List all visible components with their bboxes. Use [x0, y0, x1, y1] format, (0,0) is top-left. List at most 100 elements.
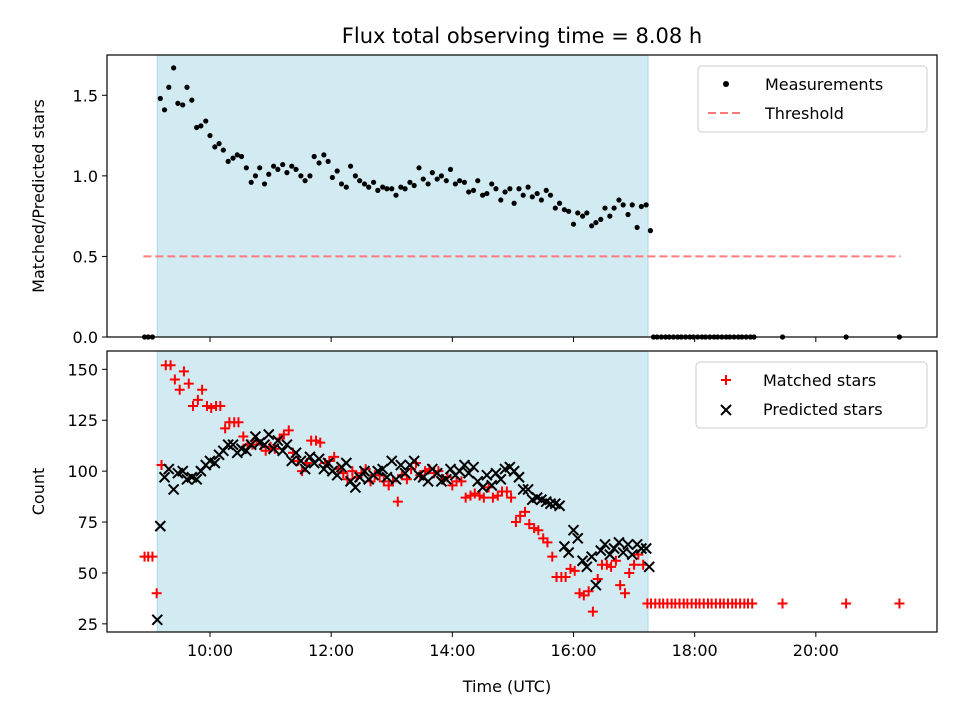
measurement-point: [298, 173, 304, 179]
measurement-point: [429, 170, 435, 176]
measurement-point: [443, 178, 449, 184]
measurement-point: [561, 207, 568, 213]
measurement-point: [480, 192, 486, 198]
predicted-star-point: [358, 465, 371, 477]
predicted-star-point: [481, 469, 493, 481]
predicted-star-point: [640, 542, 652, 555]
matched-star-point: [392, 496, 403, 507]
matched-star-point: [329, 451, 340, 462]
measurement-point: [434, 176, 440, 182]
measurement-point: [248, 179, 254, 185]
matched-star-point: [183, 378, 194, 389]
measurement-point: [166, 84, 172, 90]
measurement-point: [493, 186, 499, 192]
predicted-star-point: [399, 467, 411, 479]
measurement-point: [261, 181, 268, 187]
measurement-point: [543, 187, 549, 193]
predicted-star-point: [386, 455, 398, 467]
predicted-star-point: [581, 561, 593, 573]
matched-star-point: [520, 506, 531, 517]
matched-star-point: [547, 551, 558, 562]
legend-label-matched: Matched stars: [763, 371, 876, 390]
measurement-point: [271, 163, 277, 169]
measurement-point: [316, 160, 322, 166]
measurement-point: [302, 178, 308, 184]
measurement-point: [243, 165, 249, 171]
y-tick-label: 125: [67, 411, 98, 430]
predicted-star-point: [635, 542, 648, 555]
measurement-point: [275, 166, 281, 173]
matched-star-point: [487, 492, 498, 503]
measurement-point: [570, 221, 577, 227]
matched-star-point: [747, 598, 758, 609]
figure-title: Flux total observing time = 8.08 h: [342, 24, 702, 48]
measurement-point: [593, 219, 599, 226]
matched-star-point: [610, 555, 621, 566]
legend-plus: [721, 375, 731, 385]
matched-star-point: [192, 394, 203, 405]
matched-star-point: [197, 384, 208, 395]
measurement-point: [502, 189, 508, 195]
measurement-point: [389, 186, 395, 192]
matched-star-point: [569, 565, 580, 576]
count-panel-frame: [106, 350, 938, 633]
matched-star-point: [188, 400, 199, 411]
measurement-point: [475, 178, 481, 184]
legend-label-threshold: Threshold: [764, 104, 844, 123]
predicted-star-point: [613, 536, 625, 549]
predicted-star-point: [626, 548, 638, 561]
count-legend: Matched stars Predicted stars: [695, 361, 928, 429]
ratio-panel-ticks: 0.0 0.5 1.0 1.5: [73, 86, 817, 347]
ratio-legend: Measurements Threshold: [697, 65, 928, 133]
predicted-star-point: [167, 483, 180, 496]
predicted-star-point: [431, 467, 443, 479]
measurement-point: [307, 173, 313, 179]
predicted-star-point: [349, 481, 362, 494]
legend-cross: [720, 404, 732, 416]
predicted-star-point: [486, 479, 498, 492]
matched-star-point: [606, 561, 617, 572]
measurement-point: [238, 153, 245, 160]
y-tick-label: 1.5: [73, 86, 98, 105]
measurement-point: [620, 202, 626, 208]
legend-label-measurements: Measurements: [765, 75, 883, 94]
predicted-star-point: [190, 473, 203, 485]
measurement-point: [203, 118, 209, 124]
matched-star-point: [619, 588, 630, 599]
matched-star-point: [506, 492, 517, 503]
measurement-point: [207, 132, 213, 139]
matched-star-point: [894, 598, 905, 609]
count-legend-box: [695, 361, 928, 429]
x-tick-label: 20:00: [793, 641, 839, 660]
measurement-point: [507, 186, 513, 192]
legend-symbol-matched: [721, 375, 731, 385]
matched-star-point: [587, 606, 598, 617]
predicted-star-point: [209, 457, 221, 469]
predicted-star-point: [151, 614, 163, 626]
predicted-star-point: [599, 538, 611, 551]
measurement-point: [212, 144, 218, 150]
measurement-point: [230, 155, 236, 161]
matched-star-point: [347, 466, 358, 477]
y-tick-label: 75: [78, 513, 98, 532]
predicted-star-point: [390, 473, 402, 485]
measurement-point: [280, 161, 286, 168]
measurement-point: [643, 202, 649, 208]
matched-star-point: [624, 567, 635, 578]
predicted-star-point: [304, 451, 316, 463]
x-tick-label: 14:00: [429, 641, 475, 660]
legend-dot: [723, 81, 729, 87]
predicted-star-point: [513, 471, 525, 483]
measurement-point: [461, 179, 468, 185]
matched-star-point: [583, 586, 594, 597]
measurement-point: [584, 210, 590, 216]
predicted-star-point: [322, 457, 334, 469]
measurement-point: [579, 213, 586, 219]
measurement-point: [375, 187, 381, 193]
measurement-point: [293, 166, 299, 173]
measurement-point: [589, 223, 595, 229]
matched-star-point: [233, 417, 244, 428]
measurement-point: [198, 123, 204, 129]
predicted-star-point: [163, 463, 175, 475]
ratio-y-axis-label: Matched/Predicted stars: [29, 99, 48, 293]
